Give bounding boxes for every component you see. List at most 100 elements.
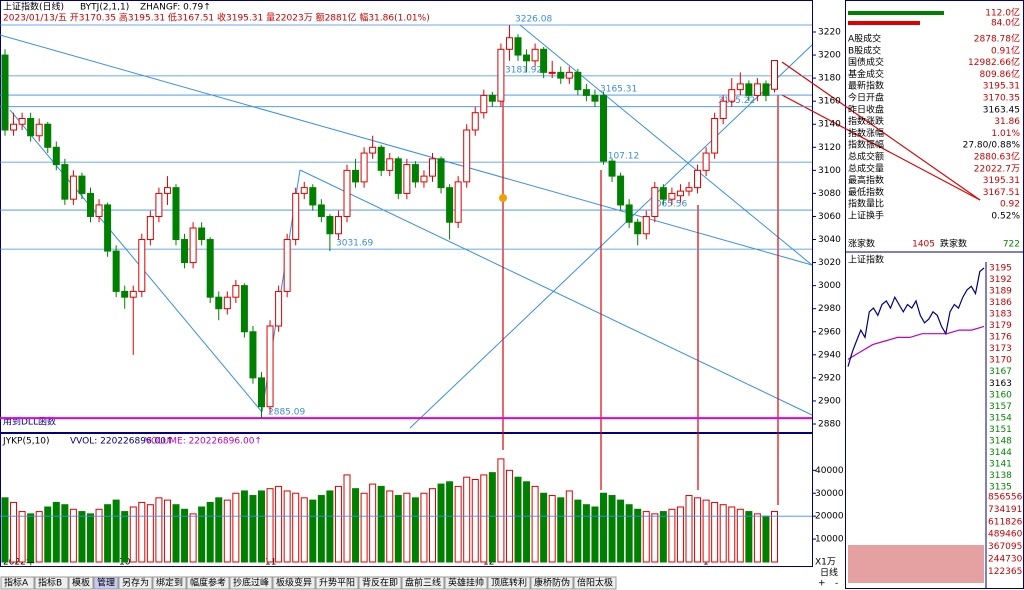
tab[interactable]: [34, 576, 69, 590]
row-value: 0.52%: [991, 212, 1020, 222]
volume-unit: X1万: [815, 558, 836, 568]
candle-body: [565, 71, 573, 79]
volume-bar: [694, 497, 702, 563]
candle-body: [138, 239, 146, 292]
candle-body: [35, 123, 43, 137]
level-label: 3031.69: [336, 239, 373, 249]
mini-tick: 3189: [989, 287, 1012, 297]
mini-tick: 3148: [989, 436, 1012, 446]
candle-body: [69, 175, 77, 200]
level-label: 3181.92: [505, 65, 542, 75]
tab[interactable]: [152, 576, 187, 590]
mini-tick: 3144: [989, 448, 1012, 458]
candle-body: [480, 94, 488, 114]
candle-body: [249, 331, 257, 379]
tab[interactable]: [358, 576, 402, 590]
amount-label: 84.0亿: [991, 17, 1020, 29]
zoom-out[interactable]: -: [835, 579, 838, 589]
row-label: 总成交量: [848, 162, 884, 174]
candle-body: [437, 158, 445, 189]
volume-bar: [121, 511, 129, 563]
candle-body: [198, 227, 206, 241]
tab-label[interactable]: 盘前三线: [405, 577, 441, 589]
tab-label[interactable]: 指标B: [38, 577, 62, 589]
tab-label[interactable]: 抄底过峰: [233, 577, 269, 589]
tab-label[interactable]: 另存为: [122, 577, 149, 589]
volume-bar: [454, 485, 462, 563]
tab-label[interactable]: 升势平阳: [319, 577, 355, 589]
mini-vtick: 611826: [988, 517, 1023, 527]
tab-label[interactable]: 倍阳太极: [577, 577, 613, 589]
volume-bar: [642, 511, 650, 563]
tab-label[interactable]: 模板: [72, 577, 90, 589]
trend-line: [9, 109, 263, 413]
volume-bar: [548, 495, 556, 563]
volume-bar: [129, 506, 137, 563]
row-label: 国债成交: [848, 56, 884, 68]
candle-body: [446, 187, 454, 223]
intraday-line: [847, 267, 985, 367]
volume-bar: [403, 492, 411, 563]
period: 日线: [820, 567, 838, 579]
tab-label[interactable]: 康桥防伪: [534, 577, 570, 589]
row-label: A股成交: [848, 33, 881, 45]
candle-body: [454, 181, 462, 223]
volume-bar: [394, 495, 402, 563]
candle-body: [300, 187, 308, 194]
tab-label[interactable]: 管理: [97, 577, 115, 589]
candle-body: [685, 187, 693, 192]
volume-bar: [753, 513, 761, 563]
volume-bar: [10, 501, 18, 563]
tab[interactable]: [487, 576, 531, 590]
tab[interactable]: [530, 576, 574, 590]
tab[interactable]: [401, 576, 445, 590]
trend-line: [299, 169, 813, 416]
candle-body: [582, 89, 590, 96]
tab[interactable]: [444, 576, 488, 590]
candle-body: [1, 54, 9, 131]
up-count: 1405: [912, 240, 935, 250]
zoom-in[interactable]: +: [818, 579, 826, 589]
tab-label[interactable]: 绑定到: [156, 577, 183, 589]
quote-line: 2023/01/13/五 开3170.35 高3195.31 低3167.51 …: [3, 12, 430, 24]
tab-label[interactable]: 英雄挂帅: [448, 577, 484, 589]
mini-tick: 3151: [989, 425, 1012, 435]
row-value: 3163.45: [983, 105, 1020, 115]
tab-label[interactable]: 背反在即: [362, 577, 398, 589]
tab-label[interactable]: 幅度参考: [190, 577, 226, 589]
tab-label[interactable]: 顶底转利: [491, 577, 527, 589]
tab[interactable]: [573, 576, 617, 590]
volume-bar: [223, 499, 231, 563]
tab-label[interactable]: 指标A: [4, 577, 29, 589]
volume-text: VOLUME: 220226896.00↑: [145, 437, 262, 447]
tab[interactable]: [68, 576, 94, 590]
tab-label[interactable]: 板级变异: [276, 577, 312, 589]
candle-body: [651, 187, 659, 217]
tab[interactable]: [186, 576, 230, 590]
candle-body: [146, 215, 154, 241]
volume-bar: [87, 513, 94, 563]
volume-bar: [411, 497, 419, 563]
candle-body: [129, 290, 137, 298]
tab[interactable]: [315, 576, 359, 590]
trend-line: [519, 24, 813, 266]
mini-tick: 3157: [989, 402, 1012, 412]
mini-volume: [848, 545, 984, 583]
volume-bar: [608, 495, 616, 563]
tab[interactable]: [229, 576, 273, 590]
volume-bar: [232, 492, 240, 563]
volume-bar: [488, 472, 496, 563]
mini-tick: 3154: [989, 413, 1012, 423]
volume-bar: [565, 490, 573, 563]
candle-body: [266, 325, 274, 408]
candle-body: [574, 71, 582, 91]
y-tick-label: 3100: [818, 166, 841, 176]
candle-body: [728, 89, 736, 102]
tab[interactable]: [272, 576, 316, 590]
tab[interactable]: [118, 576, 153, 590]
mini-tick: 3179: [989, 321, 1012, 331]
volume-bar: [317, 495, 325, 563]
tab[interactable]: [0, 576, 35, 590]
candle-body: [719, 100, 727, 119]
tab[interactable]: [93, 576, 119, 590]
